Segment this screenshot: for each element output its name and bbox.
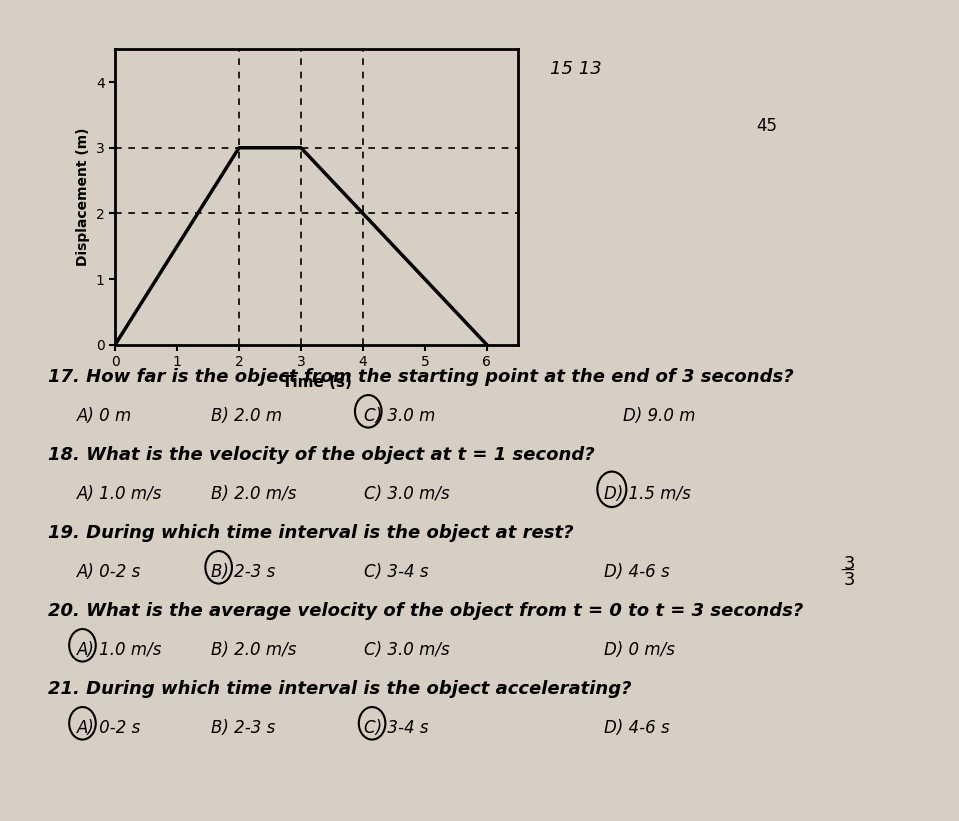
- Text: C) 3-4 s: C) 3-4 s: [364, 719, 429, 737]
- Text: A) 0-2 s: A) 0-2 s: [77, 563, 141, 581]
- Text: 3: 3: [844, 555, 855, 573]
- Text: 15 13: 15 13: [550, 60, 601, 78]
- Text: 21. During which time interval is the object accelerating?: 21. During which time interval is the ob…: [48, 680, 632, 698]
- Text: A) 1.0 m/s: A) 1.0 m/s: [77, 641, 162, 659]
- Text: B) 2-3 s: B) 2-3 s: [211, 563, 275, 581]
- Text: 19. During which time interval is the object at rest?: 19. During which time interval is the ob…: [48, 524, 573, 542]
- Text: 45: 45: [757, 117, 778, 135]
- Text: 17. How far is the object from the starting point at the end of 3 seconds?: 17. How far is the object from the start…: [48, 368, 794, 386]
- X-axis label: Time (s): Time (s): [282, 375, 351, 390]
- Text: C) 3-4 s: C) 3-4 s: [364, 563, 429, 581]
- Text: C) 3.0 m/s: C) 3.0 m/s: [364, 641, 450, 659]
- Text: 18. What is the velocity of the object at t = 1 second?: 18. What is the velocity of the object a…: [48, 446, 595, 464]
- Text: B) 2.0 m/s: B) 2.0 m/s: [211, 641, 296, 659]
- Text: A) 0-2 s: A) 0-2 s: [77, 719, 141, 737]
- Text: C) 3.0 m/s: C) 3.0 m/s: [364, 485, 450, 503]
- Text: D) 4-6 s: D) 4-6 s: [604, 563, 669, 581]
- Text: A) 1.0 m/s: A) 1.0 m/s: [77, 485, 162, 503]
- Text: D) 1.5 m/s: D) 1.5 m/s: [604, 485, 690, 503]
- Text: —: —: [840, 564, 854, 578]
- Text: B) 2.0 m: B) 2.0 m: [211, 407, 282, 425]
- Y-axis label: Displacement (m): Displacement (m): [76, 128, 90, 266]
- Text: B) 2.0 m/s: B) 2.0 m/s: [211, 485, 296, 503]
- Text: 3: 3: [844, 571, 855, 589]
- Text: C) 3.0 m: C) 3.0 m: [364, 407, 435, 425]
- Text: 20. What is the average velocity of the object from t = 0 to t = 3 seconds?: 20. What is the average velocity of the …: [48, 602, 804, 620]
- Text: B) 2-3 s: B) 2-3 s: [211, 719, 275, 737]
- Text: D) 0 m/s: D) 0 m/s: [604, 641, 675, 659]
- Text: A) 0 m: A) 0 m: [77, 407, 132, 425]
- Text: D) 9.0 m: D) 9.0 m: [623, 407, 696, 425]
- Text: D) 4-6 s: D) 4-6 s: [604, 719, 669, 737]
